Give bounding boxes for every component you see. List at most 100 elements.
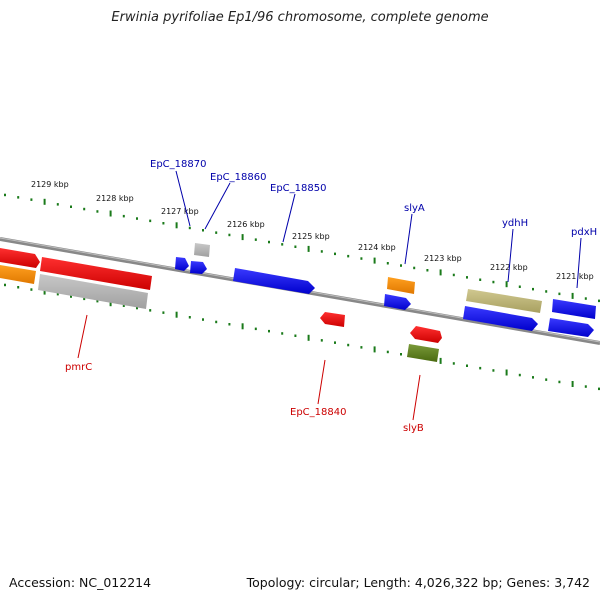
- major-tick: [571, 381, 574, 387]
- inner-tick-track: [4, 283, 600, 391]
- minor-tick: [70, 295, 72, 298]
- gene-feature[interactable]: [463, 306, 538, 331]
- minor-tick: [545, 290, 548, 293]
- outer-tick-track: [4, 193, 600, 303]
- tick-label: 2127 kbp: [161, 207, 199, 216]
- major-tick: [505, 369, 508, 376]
- minor-tick: [400, 353, 402, 356]
- label-leader-line: [412, 374, 421, 421]
- major-tick: [241, 323, 244, 330]
- minor-tick: [70, 205, 72, 208]
- minor-tick: [254, 327, 257, 331]
- minor-tick: [294, 334, 297, 337]
- minor-tick: [83, 297, 86, 301]
- minor-tick: [518, 373, 521, 377]
- tick-label: 2122 kbp: [490, 263, 528, 272]
- minor-tick: [202, 318, 204, 321]
- gene-feature[interactable]: [320, 312, 345, 327]
- minor-tick: [215, 231, 218, 234]
- minor-tick: [17, 286, 20, 289]
- minor-tick: [532, 287, 534, 291]
- gene-feature[interactable]: [466, 289, 542, 313]
- gene-label-pmrC[interactable]: pmrC: [65, 362, 92, 373]
- minor-tick: [228, 233, 231, 237]
- gene-feature[interactable]: [384, 294, 411, 310]
- minor-tick: [400, 264, 402, 267]
- gene-feature[interactable]: [387, 277, 415, 294]
- gene-feature[interactable]: [407, 344, 439, 362]
- major-tick: [43, 288, 46, 295]
- gene-feature[interactable]: [38, 274, 148, 309]
- gene-label-EpC_18870[interactable]: EpC_18870: [150, 159, 206, 170]
- label-leader-line: [204, 182, 231, 230]
- minor-tick: [162, 311, 165, 314]
- major-tick: [307, 245, 310, 252]
- minor-tick: [294, 245, 297, 248]
- minor-tick: [518, 285, 521, 288]
- minor-tick: [320, 250, 323, 253]
- minor-tick: [347, 254, 350, 258]
- map-title: Erwinia pyrifoliae Ep1/96 chromosome, co…: [111, 10, 489, 25]
- gene-feature[interactable]: [0, 248, 40, 268]
- minor-tick: [268, 329, 270, 333]
- label-leader-line: [282, 193, 296, 243]
- gene-feature[interactable]: [552, 299, 596, 319]
- minor-tick: [320, 339, 323, 342]
- genome-summary-text: Topology: circular; Length: 4,026,322 bp…: [246, 575, 590, 590]
- minor-tick: [136, 217, 138, 220]
- minor-tick: [598, 299, 600, 303]
- minor-tick: [466, 276, 468, 279]
- gene-feature[interactable]: [0, 265, 36, 284]
- gene-feature[interactable]: [548, 318, 594, 337]
- tick-label: 2128 kbp: [96, 194, 134, 203]
- gene-label-EpC_18850[interactable]: EpC_18850: [270, 183, 326, 194]
- major-tick: [109, 300, 112, 307]
- minor-tick: [149, 309, 152, 312]
- minor-tick: [584, 297, 587, 300]
- minor-tick: [56, 203, 59, 206]
- major-tick: [175, 311, 178, 318]
- minor-tick: [122, 214, 125, 218]
- minor-tick: [413, 266, 416, 270]
- gene-label-slyA[interactable]: slyA: [404, 203, 425, 214]
- gene-feature[interactable]: [175, 257, 189, 271]
- minor-tick: [228, 323, 231, 326]
- minor-tick: [30, 288, 33, 291]
- minor-tick: [202, 229, 204, 232]
- gene-feature[interactable]: [410, 326, 442, 343]
- gene-feature[interactable]: [190, 261, 207, 274]
- major-tick: [109, 210, 112, 217]
- minor-tick: [281, 332, 284, 335]
- gene-label-EpC_18840[interactable]: EpC_18840: [290, 407, 346, 418]
- tick-label: 2125 kbp: [292, 232, 330, 241]
- gene-features: [0, 243, 596, 362]
- label-leader-line: [576, 237, 582, 289]
- gene-label-slyB[interactable]: slyB: [403, 423, 424, 434]
- label-leader-line: [77, 314, 88, 359]
- major-tick: [571, 292, 574, 299]
- tick-label: 2121 kbp: [556, 272, 594, 281]
- minor-tick: [479, 278, 482, 281]
- minor-tick: [492, 280, 495, 284]
- minor-tick: [96, 299, 99, 303]
- major-tick: [439, 357, 442, 364]
- minor-tick: [122, 304, 125, 307]
- gene-feature[interactable]: [233, 268, 315, 294]
- major-tick: [439, 269, 442, 276]
- gene-label-ydhH[interactable]: ydhH: [502, 218, 528, 229]
- minor-tick: [584, 385, 587, 388]
- major-tick: [175, 222, 178, 229]
- major-tick: [373, 257, 376, 264]
- gene-feature[interactable]: [194, 243, 210, 257]
- gene-label-EpC_18860[interactable]: EpC_18860: [210, 172, 266, 183]
- minor-tick: [598, 387, 600, 391]
- minor-tick: [360, 257, 363, 260]
- tick-label: 2124 kbp: [358, 243, 396, 252]
- minor-tick: [532, 376, 534, 379]
- major-tick: [241, 234, 244, 241]
- minor-tick: [136, 306, 138, 310]
- minor-tick: [83, 207, 86, 211]
- gene-feature[interactable]: [40, 257, 152, 290]
- minor-tick: [162, 222, 165, 225]
- gene-label-pdxH[interactable]: pdxH: [571, 227, 597, 238]
